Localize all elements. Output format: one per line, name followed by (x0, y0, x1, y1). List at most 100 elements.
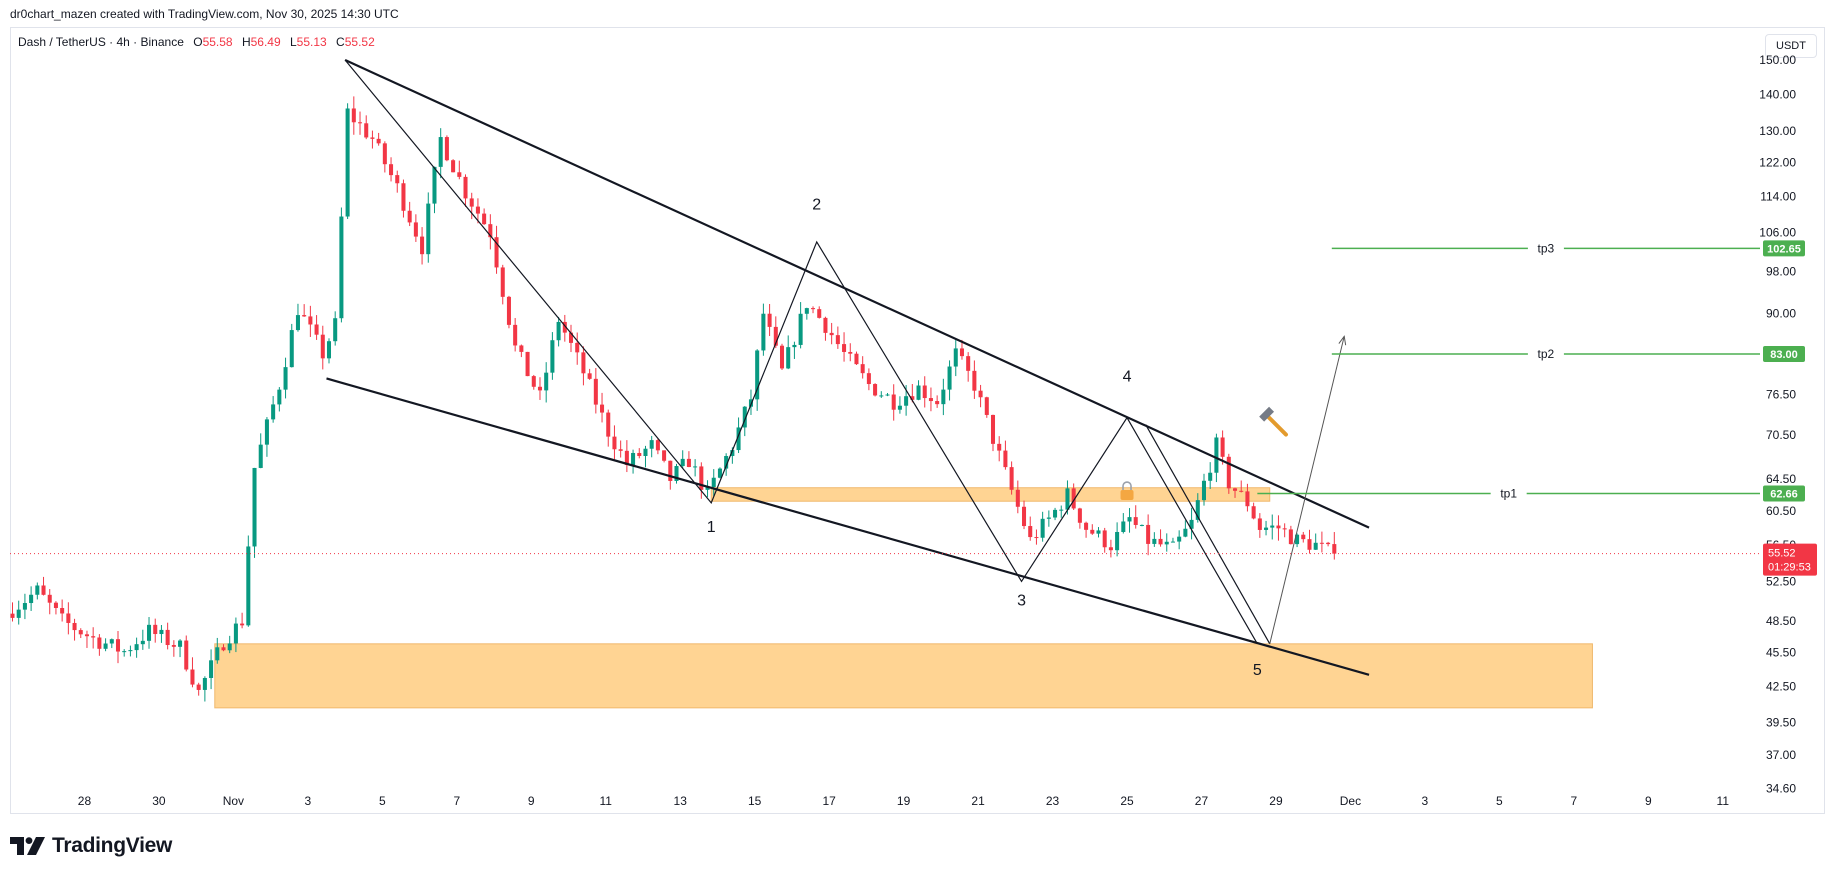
candle (997, 436, 1002, 462)
candle (190, 657, 195, 688)
candle (1090, 524, 1095, 535)
candle (457, 160, 462, 180)
candle-body (643, 448, 648, 457)
candle (432, 166, 437, 214)
candle (289, 323, 294, 368)
candle-body (730, 450, 735, 457)
price-tick-label: 64.50 (1766, 472, 1796, 486)
candle-body (178, 640, 183, 647)
candle (1077, 507, 1082, 529)
date-tick-label: 9 (528, 794, 535, 808)
candle-body (190, 669, 195, 685)
candle (1152, 532, 1157, 547)
tradingview-logo-icon (10, 837, 45, 855)
candle (1059, 505, 1064, 518)
header-credit: dr0chart_mazen created with TradingView.… (10, 7, 399, 21)
tp2-price-value: 83.00 (1770, 349, 1798, 361)
candle (1257, 513, 1262, 538)
candle-body (333, 318, 338, 342)
candle (1065, 480, 1070, 515)
candle-body (376, 138, 381, 144)
candle (1319, 531, 1324, 553)
candle (184, 635, 189, 672)
candle (885, 392, 890, 397)
date-tick-label: 29 (1269, 794, 1283, 808)
candle-body (1288, 529, 1293, 545)
candle (227, 635, 232, 654)
brand-logo[interactable]: TradingView (10, 834, 172, 858)
candle-body (587, 373, 592, 379)
candle (494, 225, 499, 274)
price-tick-label: 52.50 (1766, 574, 1796, 588)
candle-body (1189, 519, 1194, 529)
candle-body (1146, 524, 1151, 544)
candle (829, 322, 834, 345)
candle-body (1276, 525, 1281, 529)
candle-body (140, 640, 145, 645)
candle (283, 357, 288, 399)
candle (240, 612, 245, 629)
candle (1046, 510, 1051, 527)
candle (109, 638, 114, 649)
candle-body (469, 198, 474, 207)
candle (72, 618, 77, 641)
resistance-band (710, 487, 1271, 502)
candle-body (1102, 530, 1107, 548)
candle (823, 316, 828, 341)
candle-body (1015, 489, 1020, 507)
candle-body (674, 466, 679, 481)
candle-body (1183, 528, 1188, 537)
candle-body (84, 634, 89, 637)
date-tick-label: 11 (1717, 794, 1730, 808)
candle-body (1090, 529, 1095, 534)
candle (215, 637, 220, 664)
candle (314, 315, 319, 340)
wave-label-3: 3 (1017, 593, 1026, 610)
candle-body (283, 367, 288, 390)
candle (389, 157, 394, 182)
candle-body (655, 440, 660, 451)
date-tick-label: 3 (1422, 794, 1429, 808)
candle (618, 440, 623, 458)
candle-body (978, 390, 983, 398)
candle (1034, 529, 1039, 545)
candle-body (612, 436, 617, 450)
candle (953, 338, 958, 377)
candle (873, 383, 878, 397)
date-tick-label: 9 (1645, 794, 1652, 808)
candle (649, 435, 654, 458)
candle-body (314, 324, 319, 335)
candle-body (97, 637, 102, 649)
candle (624, 440, 629, 473)
candle (364, 115, 369, 140)
candle-body (984, 397, 989, 415)
candle (302, 304, 307, 317)
candle (1208, 462, 1213, 489)
date-tick-label: 5 (379, 794, 386, 808)
candle-body (848, 351, 853, 354)
currency-button[interactable]: USDT (1765, 34, 1817, 58)
candle (1158, 529, 1163, 547)
candle (233, 617, 238, 653)
low-label: L (289, 35, 297, 49)
lower-channel (326, 377, 1370, 676)
candle-body (618, 449, 623, 451)
candle-body (1295, 534, 1300, 545)
candle-body (842, 344, 847, 352)
brand-name: TradingView (52, 834, 173, 857)
candle-body (29, 594, 34, 604)
candle-body (420, 236, 425, 255)
candle (643, 445, 648, 468)
candle-body (885, 394, 890, 396)
date-tick-label: 11 (600, 794, 613, 808)
candle-body (233, 623, 238, 644)
candle (370, 130, 375, 149)
candle-body (252, 467, 257, 547)
candle-body (444, 137, 449, 161)
candle (674, 463, 679, 484)
candles-layer (10, 96, 1337, 702)
demand-zone (214, 643, 1593, 709)
candle-body (668, 460, 673, 481)
candle-body (432, 166, 437, 204)
